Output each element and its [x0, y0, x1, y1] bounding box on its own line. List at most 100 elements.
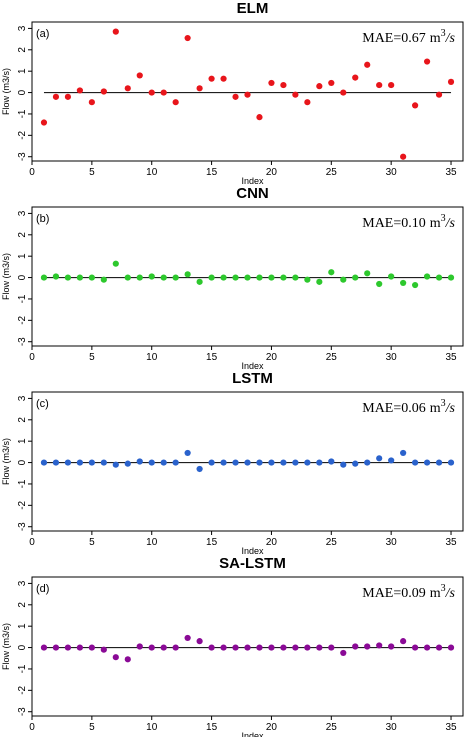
data-point [292, 91, 299, 98]
data-point [40, 274, 48, 281]
x-tick-label: 30 [386, 537, 398, 548]
data-point [388, 643, 395, 650]
x-tick-label: 25 [326, 352, 338, 363]
data-point [100, 646, 107, 653]
data-point [220, 274, 227, 281]
x-tick-label: 20 [266, 167, 278, 178]
data-point [172, 459, 179, 466]
data-point [400, 449, 407, 457]
data-point [196, 278, 203, 285]
data-point [268, 459, 275, 466]
data-point [376, 81, 383, 89]
data-point [40, 459, 48, 466]
data-point [160, 274, 167, 281]
data-point [388, 273, 395, 280]
y-tick-label: -1 [17, 109, 28, 118]
data-point [88, 644, 95, 651]
mae-unit-exponent: 3 [441, 398, 446, 409]
data-point [172, 99, 179, 106]
data-point [220, 459, 227, 466]
data-point [52, 459, 60, 466]
data-point [435, 274, 443, 281]
data-point [208, 274, 215, 281]
mae-value: 0.06 [401, 401, 426, 416]
x-tick-label: 30 [386, 352, 398, 363]
data-point [208, 644, 215, 651]
data-point [447, 644, 455, 651]
mae-prefix: MAE= [362, 401, 401, 416]
data-point [148, 459, 155, 466]
mae-unit-rest: /s [445, 31, 456, 46]
data-point [184, 271, 191, 278]
mae-unit-exponent: 3 [441, 28, 446, 39]
data-point [256, 114, 263, 121]
data-point [112, 260, 119, 267]
mae-annotation: MAE=0.06 m3/s [362, 398, 455, 416]
data-point [352, 74, 359, 81]
data-point [340, 649, 347, 657]
x-tick-label: 35 [445, 167, 457, 178]
data-point [76, 87, 83, 94]
mae-unit: m [430, 401, 441, 416]
mae-prefix: MAE= [362, 586, 401, 601]
x-tick-label: 10 [146, 167, 158, 178]
data-point [292, 644, 299, 651]
y-tick-label: 2 [17, 602, 28, 608]
data-point [435, 644, 443, 651]
x-tick-label: 20 [266, 722, 278, 733]
y-tick-label: -1 [17, 664, 28, 673]
data-point [412, 459, 419, 466]
data-point [76, 644, 83, 651]
x-tick-label: 35 [445, 352, 457, 363]
data-point [124, 274, 131, 281]
mae-unit: m [430, 31, 441, 46]
data-point [352, 460, 359, 467]
data-point [376, 280, 383, 288]
mae-annotation: MAE=0.09 m3/s [362, 583, 455, 601]
x-axis-label: Index [241, 176, 264, 186]
data-point [280, 459, 287, 466]
data-point [244, 274, 251, 281]
data-point [196, 85, 203, 92]
x-tick-label: 0 [29, 167, 35, 178]
data-point [160, 459, 167, 466]
data-point [64, 93, 72, 100]
data-point [244, 459, 251, 466]
data-point [112, 28, 119, 35]
x-axis-label: Index [241, 361, 264, 371]
data-point [40, 119, 48, 126]
x-tick-label: 10 [146, 722, 158, 733]
y-tick-label: -3 [17, 522, 28, 531]
data-point [435, 459, 443, 466]
y-tick-label: -1 [17, 479, 28, 488]
mae-value: 0.67 [401, 31, 426, 46]
x-tick-label: 15 [206, 722, 218, 733]
y-axis-label: Flow (m3/s) [1, 68, 11, 115]
data-point [232, 459, 239, 466]
data-point [208, 459, 215, 466]
y-tick-label: 3 [17, 25, 28, 31]
data-point [352, 274, 359, 281]
x-tick-label: 5 [89, 537, 95, 548]
data-point [292, 274, 299, 281]
data-point [304, 644, 311, 651]
data-point [196, 638, 203, 645]
y-tick-label: -3 [17, 707, 28, 716]
y-tick-label: 1 [17, 438, 28, 444]
y-tick-label: 1 [17, 68, 28, 74]
data-point [447, 274, 455, 281]
mae-value: 0.10 [401, 216, 426, 231]
mae-unit-exponent: 3 [441, 583, 446, 594]
data-point [423, 459, 431, 466]
data-point [268, 274, 275, 281]
data-point [88, 274, 95, 281]
data-point [40, 644, 48, 651]
x-tick-label: 15 [206, 167, 218, 178]
data-point [328, 458, 335, 465]
data-point [304, 99, 311, 106]
data-point [208, 75, 215, 82]
x-tick-label: 25 [326, 167, 338, 178]
chart-title: LSTM [232, 370, 273, 387]
data-point [388, 81, 395, 89]
